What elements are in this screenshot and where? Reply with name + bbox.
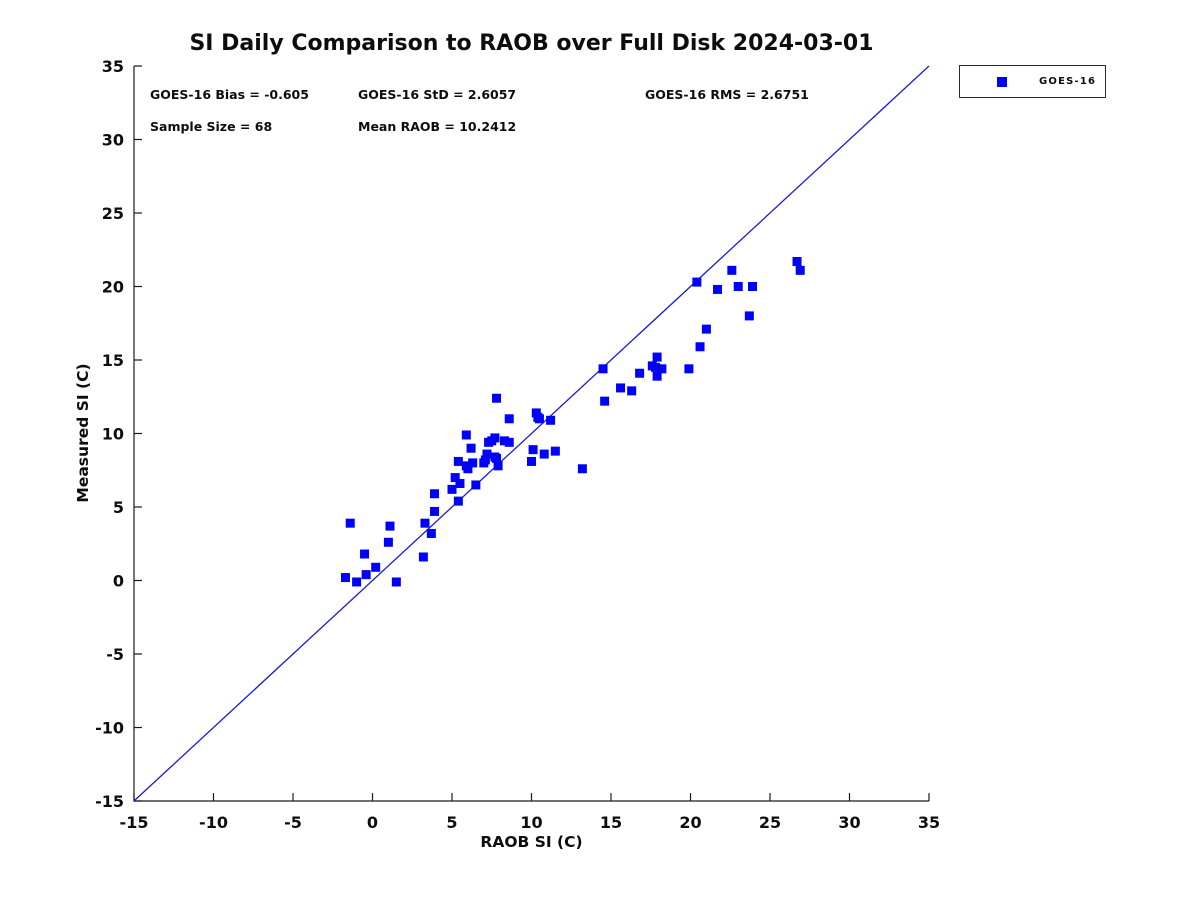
legend-label: GOES-16 — [1039, 76, 1097, 87]
scatter-point — [651, 362, 661, 372]
scatter-point — [652, 371, 662, 381]
scatter-point — [539, 449, 549, 459]
stat-std: GOES-16 StD = 2.6057 — [358, 87, 517, 102]
scatter-point — [455, 478, 465, 488]
scatter-point — [492, 453, 502, 463]
scatter-point — [598, 364, 608, 374]
scatter-point — [371, 562, 381, 572]
scatter-point — [471, 480, 481, 490]
scatter-point — [430, 506, 440, 516]
scatter-point — [352, 577, 362, 587]
y-axis-label: Measured SI (C) — [74, 363, 92, 503]
scatter-point — [463, 464, 473, 474]
scatter-point — [657, 364, 667, 374]
scatter-point — [504, 414, 514, 424]
y-tick-label: 20 — [102, 278, 124, 297]
stat-mean-raob: Mean RAOB = 10.2412 — [358, 119, 517, 134]
scatter-point — [385, 521, 395, 531]
scatter-point — [534, 414, 544, 424]
scatter-point — [450, 473, 460, 483]
scatter-point — [701, 324, 711, 334]
scatter-point — [492, 393, 502, 403]
x-tick-label: 25 — [759, 813, 781, 832]
y-tick-label: 15 — [102, 351, 124, 370]
y-tick-label: 5 — [113, 498, 124, 517]
x-tick-label: -15 — [120, 813, 149, 832]
y-tick-label: 0 — [113, 572, 124, 591]
stat-rms: GOES-16 RMS = 2.6751 — [645, 87, 809, 102]
x-tick-label: 10 — [520, 813, 542, 832]
x-tick-label: 30 — [838, 813, 860, 832]
scatter-point — [391, 577, 401, 587]
scatter-point — [490, 433, 500, 443]
scatter-point — [684, 364, 694, 374]
scatter-point — [652, 352, 662, 362]
scatter-point — [733, 282, 743, 291]
scatter-point — [453, 456, 463, 466]
scatter-point — [635, 368, 645, 378]
scatter-point — [499, 436, 509, 446]
y-tick-label: 25 — [102, 204, 124, 223]
scatter-point — [418, 552, 428, 562]
scatter-point — [493, 461, 503, 471]
scatter-point — [695, 342, 705, 352]
x-tick-label: 35 — [918, 813, 940, 832]
scatter-point — [504, 437, 514, 447]
scatter-point — [430, 489, 440, 499]
y-tick-label: 10 — [102, 425, 124, 444]
scatter-point — [527, 456, 536, 466]
y-tick-label: 30 — [102, 131, 124, 150]
chart-title: SI Daily Comparison to RAOB over Full Di… — [189, 31, 874, 56]
scatter-point — [550, 446, 560, 456]
scatter-point — [795, 265, 805, 275]
scatter-point — [616, 383, 626, 393]
scatter-point — [792, 257, 802, 267]
y-tick-label: 35 — [102, 57, 124, 76]
stat-bias: GOES-16 Bias = -0.605 — [150, 87, 309, 102]
legend: GOES-16 — [959, 65, 1106, 98]
scatter-point — [426, 528, 436, 538]
scatter-point — [461, 430, 471, 440]
scatter-point — [482, 449, 492, 459]
scatter-point — [420, 518, 430, 528]
x-tick-label: -10 — [199, 813, 228, 832]
scatter-point — [528, 445, 538, 455]
x-tick-label: 15 — [600, 813, 622, 832]
scatter-point — [360, 549, 370, 559]
scatter-point — [447, 484, 457, 494]
scatter-point — [361, 570, 371, 580]
y-tick-label: -10 — [95, 719, 124, 738]
scatter-point — [748, 282, 758, 291]
x-tick-label: 0 — [367, 813, 378, 832]
scatter-point — [546, 415, 556, 425]
scatter-point — [713, 284, 723, 294]
scatter-point — [383, 537, 393, 547]
scatter-point — [727, 265, 737, 275]
scatter-point — [468, 458, 478, 468]
stat-sample-size: Sample Size = 68 — [150, 119, 273, 134]
scatter-point — [340, 573, 350, 583]
legend-marker-icon — [997, 76, 1007, 87]
scatter-point — [744, 311, 754, 321]
x-tick-label: 5 — [446, 813, 457, 832]
x-axis-label: RAOB SI (C) — [480, 833, 583, 851]
scatter-point — [577, 464, 587, 474]
scatter-point — [466, 443, 476, 453]
scatter-point — [627, 386, 637, 396]
scatter-point — [345, 518, 355, 528]
y-tick-label: -5 — [106, 645, 124, 664]
x-tick-label: 20 — [679, 813, 701, 832]
y-tick-label: -15 — [95, 792, 124, 811]
x-tick-label: -5 — [284, 813, 302, 832]
scatter-point — [692, 277, 702, 287]
scatter-point — [480, 455, 490, 465]
scatter-point — [453, 496, 463, 506]
scatter-point — [600, 396, 610, 406]
identity-line — [133, 65, 930, 802]
